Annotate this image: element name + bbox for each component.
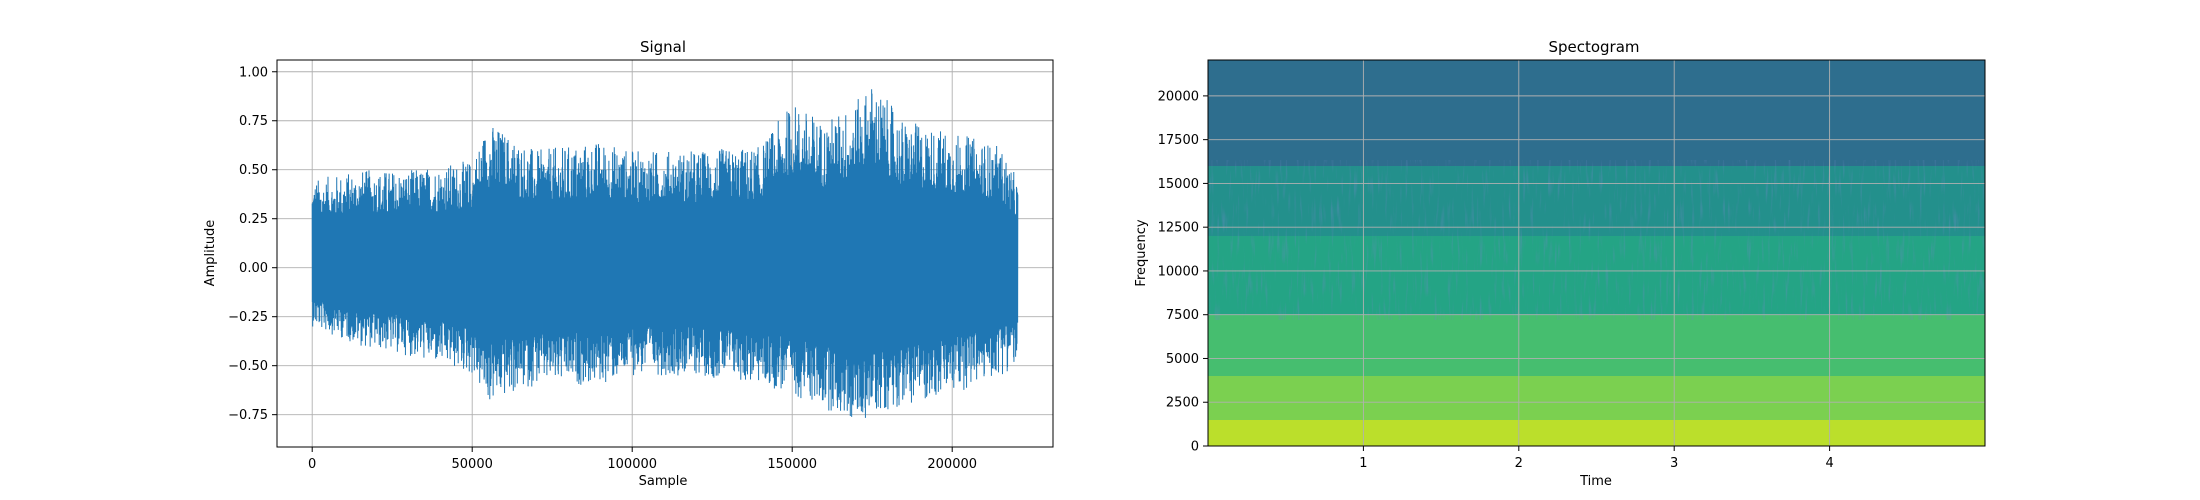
signal-y-ticks: −0.75 −0.50 −0.25 0.00 0.25 0.50 0.75 1.00 [228, 65, 277, 423]
spectrogram-title: Spectogram [1548, 38, 1639, 56]
spectrogram-y-tick-label: 17500 [1158, 133, 1199, 148]
spectrogram-y-tick-label: 20000 [1158, 89, 1199, 104]
spectrogram-axes-frame [1207, 59, 1986, 447]
spectrogram-x-tick-label: 3 [1670, 456, 1678, 471]
signal-y-tick-label: −0.50 [228, 359, 268, 374]
spectrogram-y-tick-label: 10000 [1158, 264, 1199, 279]
signal-y-tick-label: 0.75 [239, 114, 268, 129]
signal-x-tick-label: 0 [308, 457, 316, 472]
signal-x-label: Sample [639, 474, 688, 489]
signal-y-tick-label: 1.00 [239, 65, 268, 80]
signal-x-tick-label: 150000 [767, 457, 817, 472]
signal-title: Signal [640, 38, 686, 56]
signal-chart: Signal 0 50000 100000 150000 200000 −0.75−0.… [203, 38, 1054, 489]
spectrogram-x-label: Time [1579, 474, 1612, 489]
signal-y-tick-label: −0.25 [228, 310, 268, 325]
spectrogram-y-tick-label: 7500 [1166, 308, 1199, 323]
spectrogram-y-tick-label: 5000 [1166, 352, 1199, 367]
spectrogram-y-tick-label: 15000 [1158, 177, 1199, 192]
signal-x-tick-label: 200000 [927, 457, 977, 472]
spectrogram-x-tick-label: 1 [1359, 456, 1367, 471]
signal-waveform [311, 89, 1019, 418]
spectrogram-y-label: Frequency [1134, 219, 1149, 286]
spectrogram-x-tick-label: 4 [1825, 456, 1833, 471]
signal-y-tick-label: 0.50 [239, 163, 268, 178]
signal-axes-frame [276, 59, 1054, 448]
spectrogram-chart: Spectogram 1 2 3 4 0 2500 5000 7500 10000 12500 1… [1134, 38, 1986, 489]
signal-x-tick-label: 100000 [607, 457, 657, 472]
spectrogram-x-tick-label: 2 [1515, 456, 1523, 471]
spectrogram-y-ticks: 0 2500 5000 7500 10000 12500 15000 17500 20000 [1158, 89, 1208, 455]
signal-y-tick-label: 0.25 [239, 212, 268, 227]
signal-x-ticks: 0 50000 100000 150000 200000 [308, 447, 977, 472]
spectrogram-y-tick-label: 0 [1191, 440, 1199, 455]
signal-y-label: Amplitude [203, 220, 218, 287]
signal-y-tick-label: 0.00 [239, 261, 268, 276]
spectrogram-y-tick-label: 12500 [1158, 221, 1199, 236]
signal-x-tick-label: 50000 [452, 457, 493, 472]
signal-y-tick-label: −0.75 [228, 408, 268, 423]
spectrogram-texture [1208, 160, 1985, 320]
spectrogram-y-tick-label: 2500 [1166, 396, 1199, 411]
spectrogram-x-ticks: 1 2 3 4 [1359, 446, 1834, 471]
